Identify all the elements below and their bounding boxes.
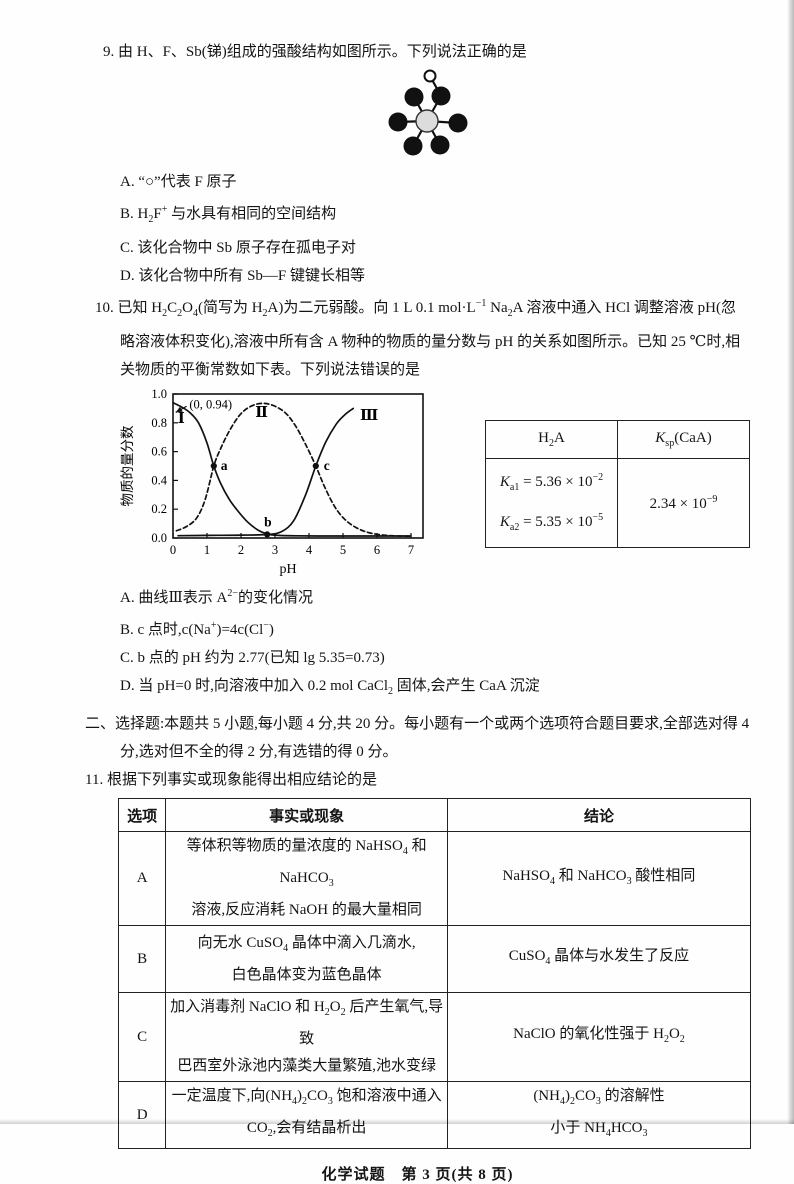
q9-option-a: A. “○”代表 F 原子 <box>120 174 237 190</box>
f-atom <box>403 136 423 156</box>
f-atom <box>448 113 468 133</box>
molecule-diagram <box>357 64 750 164</box>
question-11: 11. 根据下列事实或现象能得出相应结论的是 选项 事实或现象 结论 A 等体积… <box>85 766 752 1149</box>
scan-edge-shadow <box>787 0 794 1124</box>
option-label: B <box>117 925 167 993</box>
q10-number: 10. <box>95 300 114 316</box>
option-label: C <box>117 992 167 1082</box>
f-atoms <box>388 86 468 156</box>
facts-conclusions-table: 选项 事实或现象 结论 A 等体积等物质的量浓度的 NaHSO4 和 NaHCO… <box>117 798 752 1149</box>
q10-option-a: A. 曲线Ⅲ表示 A2−的变化情况 <box>120 588 314 606</box>
svg-text:(0, 0.94): (0, 0.94) <box>189 397 232 411</box>
svg-text:b: b <box>264 514 272 529</box>
q10-option-c: C. b 点的 pH 约为 2.77(已知 lg 5.35=0.73) <box>120 650 385 666</box>
svg-text:0.4: 0.4 <box>151 473 167 487</box>
svg-text:0.6: 0.6 <box>151 445 167 459</box>
ka-values-cell: Ka1 = 5.36 × 10−2 Ka2 = 5.35 × 10−5 <box>485 458 618 548</box>
q9-number: 9. <box>103 44 115 60</box>
conclusion-cell: CuSO4 晶体与水发生了反应 <box>446 925 752 993</box>
svg-text:6: 6 <box>374 543 380 557</box>
ka1-value: Ka1 = 5.36 × 10−2 <box>499 472 604 493</box>
table-row-a: A 等体积等物质的量浓度的 NaHSO4 和 NaHCO3 溶液,反应消耗 NaO… <box>117 831 752 926</box>
svg-text:0: 0 <box>170 543 176 557</box>
conclusion-cell: NaClO 的氧化性强于 H2O2 <box>446 992 752 1082</box>
q10-stem: 10. 已知 H2C2O4(简写为 H2A)为二元弱酸。向 1 L 0.1 mo… <box>95 290 750 384</box>
q9-option-d: D. 该化合物中所有 Sb—F 键键长相等 <box>120 268 366 284</box>
question-9: 9. 由 H、F、Sb(锑)组成的强酸结构如图所示。下列说法正确的是 <box>85 42 750 290</box>
header-fact: 事实或现象 <box>165 798 448 832</box>
q10-options: A. 曲线Ⅲ表示 A2−的变化情况 B. c 点时,c(Na+)=4c(Cl−)… <box>120 580 750 706</box>
svg-text:2: 2 <box>238 543 244 557</box>
svg-text:4: 4 <box>306 543 313 557</box>
section-2-instructions: 二、选择题:本题共 5 小题,每小题 4 分,共 20 分。每小题有一个或两个选… <box>85 716 750 760</box>
f-atom <box>431 86 451 106</box>
molecule-svg <box>388 69 468 156</box>
svg-text:Ⅲ: Ⅲ <box>360 408 378 424</box>
svg-text:物质的量分数: 物质的量分数 <box>120 425 135 506</box>
f-atom <box>388 112 408 132</box>
svg-text:3: 3 <box>272 543 278 557</box>
table-row-c: C 加入消毒剂 NaClO 和 H2O2 后产生氧气,导致 巴西室外泳池内藻类大量… <box>117 992 752 1082</box>
ktable-header-h2a: H2A <box>485 420 618 459</box>
equilibrium-constants-table: H2A Ksp(CaA) Ka1 = 5.36 × 10−2 Ka2 = 5.3… <box>485 420 750 548</box>
central-sb-atom <box>415 109 439 133</box>
q11-stem: 11. 根据下列事实或现象能得出相应结论的是 <box>85 766 750 794</box>
conclusion-cell: (NH4)2CO3 的溶解性 小于 NH4HCO3 <box>446 1081 752 1149</box>
fact-cell: 等体积等物质的量浓度的 NaHSO4 和 NaHCO3 溶液,反应消耗 NaOH … <box>165 831 448 926</box>
q9-options: A. “○”代表 F 原子 B. H2F+ 与水具有相同的空间结构 C. 该化合… <box>120 168 750 290</box>
q11-stem-text: 根据下列事实或现象能得出相应结论的是 <box>106 772 377 788</box>
question-10: 10. 已知 H2C2O4(简写为 H2A)为二元弱酸。向 1 L 0.1 mo… <box>85 290 750 706</box>
svg-text:5: 5 <box>340 543 346 557</box>
q10-option-d: D. 当 pH=0 时,向溶液中加入 0.2 mol CaCl2 固体,会产生 … <box>120 678 540 697</box>
q9-option-b: B. H2F+ 与水具有相同的空间结构 <box>120 204 337 225</box>
svg-text:0.0: 0.0 <box>151 531 167 545</box>
q9-option-c: C. 该化合物中 Sb 原子存在孤电子对 <box>120 240 356 256</box>
option-label: D <box>117 1081 167 1149</box>
svg-text:7: 7 <box>408 543 414 557</box>
q10-stem-text: 已知 H2C2O4(简写为 H2A)为二元弱酸。向 1 L 0.1 mol·L−… <box>117 298 741 378</box>
f-atom <box>404 87 424 107</box>
ktable-header-ksp: Ksp(CaA) <box>617 420 750 459</box>
fact-cell: 向无水 CuSO4 晶体中滴入几滴水, 白色晶体变为蓝色晶体 <box>165 925 448 993</box>
page-footer: 化学试题 第 3 页(共 8 页) <box>321 1167 514 1183</box>
table-row-d: D 一定温度下,向(NH4)2CO3 饱和溶液中通入 CO2,会有结晶析出 (NH… <box>117 1081 752 1149</box>
f-atom <box>430 135 450 155</box>
svg-text:0.8: 0.8 <box>151 416 167 430</box>
svg-text:1: 1 <box>204 543 210 557</box>
scan-edge-shadow-bottom <box>0 1119 794 1124</box>
svg-text:pH: pH <box>279 562 296 576</box>
fact-cell: 加入消毒剂 NaClO 和 H2O2 后产生氧气,导致 巴西室外泳池内藻类大量繁殖… <box>165 992 448 1082</box>
table-row-b: B 向无水 CuSO4 晶体中滴入几滴水, 白色晶体变为蓝色晶体 CuSO4 晶体… <box>117 925 752 993</box>
svg-text:Ⅰ: Ⅰ <box>178 411 185 427</box>
header-option: 选项 <box>117 798 167 832</box>
q9-stem-text: 由 H、F、Sb(锑)组成的强酸结构如图所示。下列说法正确的是 <box>118 44 527 60</box>
header-conclusion: 结论 <box>446 798 752 832</box>
q11-number: 11. <box>85 772 104 788</box>
svg-text:c: c <box>324 458 330 473</box>
fact-cell: 一定温度下,向(NH4)2CO3 饱和溶液中通入 CO2,会有结晶析出 <box>165 1081 448 1149</box>
svg-text:a: a <box>221 458 228 473</box>
table-header-row: 选项 事实或现象 结论 <box>117 798 752 832</box>
ksp-value: 2.34 × 10−9 <box>617 458 750 548</box>
h-atom <box>423 69 437 83</box>
ka2-value: Ka2 = 5.35 × 10−5 <box>499 512 604 533</box>
svg-text:1.0: 1.0 <box>151 387 167 401</box>
svg-text:0.2: 0.2 <box>151 502 167 516</box>
svg-text:Ⅱ: Ⅱ <box>255 405 268 421</box>
q9-stem: 9. 由 H、F、Sb(锑)组成的强酸结构如图所示。下列说法正确的是 <box>103 42 750 62</box>
option-label: A <box>117 831 167 926</box>
conclusion-cell: NaHSO4 和 NaHCO3 酸性相同 <box>446 831 752 926</box>
q10-option-b: B. c 点时,c(Na+)=4c(Cl−) <box>120 620 274 638</box>
